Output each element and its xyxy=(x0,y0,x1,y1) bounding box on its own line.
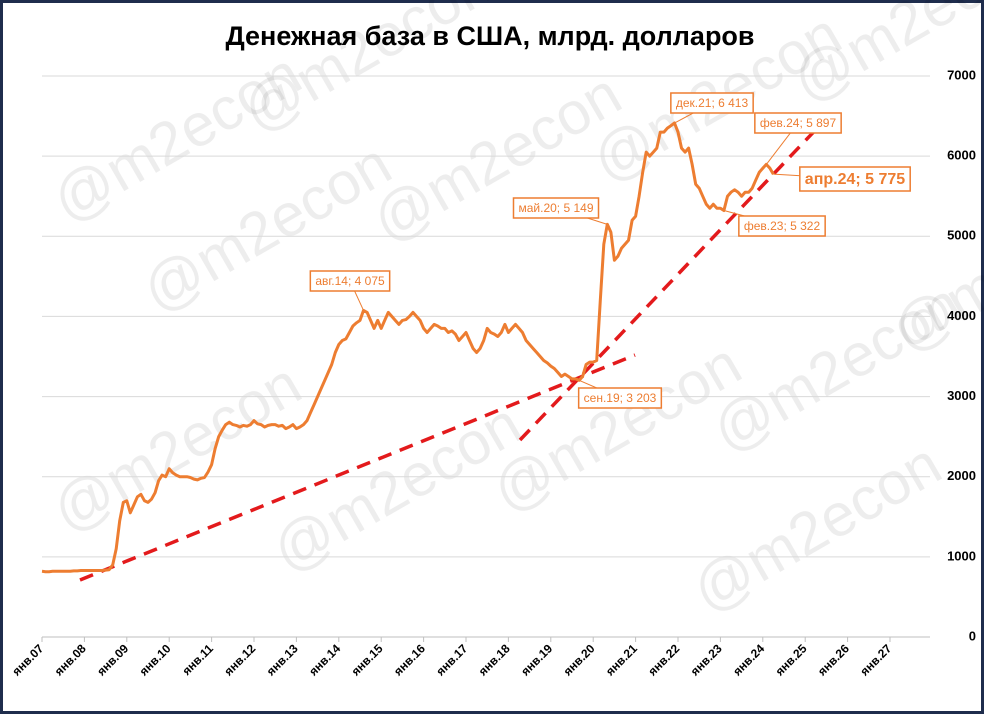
annotation-box xyxy=(754,112,842,134)
annotation: сен.19; 3 203 xyxy=(577,379,663,409)
annotation: фев.24; 5 897 xyxy=(754,112,842,165)
annotation-box xyxy=(799,166,911,192)
annotation-box xyxy=(512,197,600,219)
annotation-label: дек.21; 6 413 xyxy=(676,96,749,110)
annotation: май.20; 5 149 xyxy=(512,197,608,225)
y-tick-label: 0 xyxy=(969,628,976,643)
y-tick-label: 3000 xyxy=(947,388,976,403)
y-tick-label: 5000 xyxy=(947,228,976,243)
annotation-label: сен.19; 3 203 xyxy=(584,391,657,405)
annotation-box xyxy=(309,270,391,292)
annotation-label: фев.24; 5 897 xyxy=(760,116,837,130)
y-tick-label: 4000 xyxy=(947,308,976,323)
annotation: фев.23; 5 322 xyxy=(723,209,826,237)
annotation-box xyxy=(738,215,826,237)
annotation-label: фев.23; 5 322 xyxy=(744,219,821,233)
y-tick-label: 6000 xyxy=(947,148,976,163)
annotation-label: май.20; 5 149 xyxy=(518,201,593,215)
annotation: дек.21; 6 413 xyxy=(670,92,754,124)
trend-line xyxy=(79,353,636,582)
annotation: авг.14; 4 075 xyxy=(309,270,391,311)
y-tick-label: 7000 xyxy=(947,67,976,82)
annotation-label: авг.14; 4 075 xyxy=(315,274,385,288)
annotation: апр.24; 5 775 xyxy=(773,166,911,192)
y-tick-label: 2000 xyxy=(947,468,976,483)
annotation-label: апр.24; 5 775 xyxy=(805,171,905,188)
chart-title: Денежная база в США, млрд. долларов xyxy=(225,21,754,51)
y-tick-label: 1000 xyxy=(947,548,976,563)
annotation-box xyxy=(577,387,663,409)
annotation-box xyxy=(670,92,754,114)
data-line xyxy=(41,121,775,574)
